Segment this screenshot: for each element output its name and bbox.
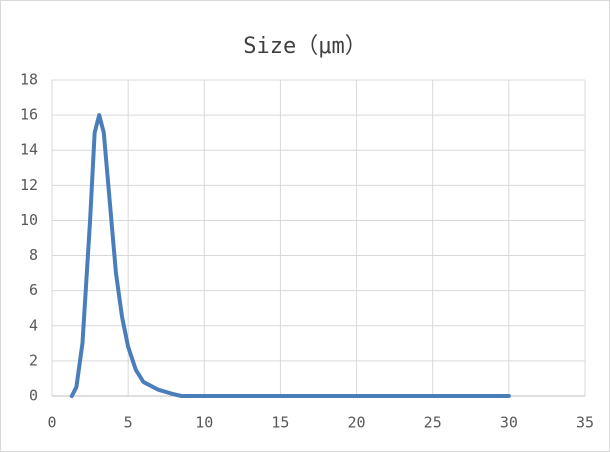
- x-tick-label: 0: [47, 414, 56, 432]
- y-tick-label: 16: [20, 106, 38, 124]
- y-tick-label: 0: [29, 387, 38, 405]
- x-tick-label: 15: [271, 414, 289, 432]
- x-tick-label: 35: [576, 414, 594, 432]
- x-tick-label: 20: [348, 414, 366, 432]
- data-line: [69, 113, 511, 398]
- x-tick-label: 5: [124, 414, 133, 432]
- y-tick-label: 2: [29, 351, 38, 369]
- y-tick-label: 14: [20, 141, 38, 159]
- y-tick-label: 12: [20, 176, 38, 194]
- y-tick-label: 6: [29, 281, 38, 299]
- chart-title: Size（μm）: [243, 34, 366, 59]
- x-tick-label: 25: [424, 414, 442, 432]
- y-tick-label: 18: [20, 71, 38, 89]
- x-tick-label: 30: [500, 414, 518, 432]
- y-tick-label: 10: [20, 211, 38, 229]
- x-tick-label: 10: [195, 414, 213, 432]
- y-tick-label: 4: [29, 316, 38, 334]
- y-tick-label: 8: [29, 246, 38, 264]
